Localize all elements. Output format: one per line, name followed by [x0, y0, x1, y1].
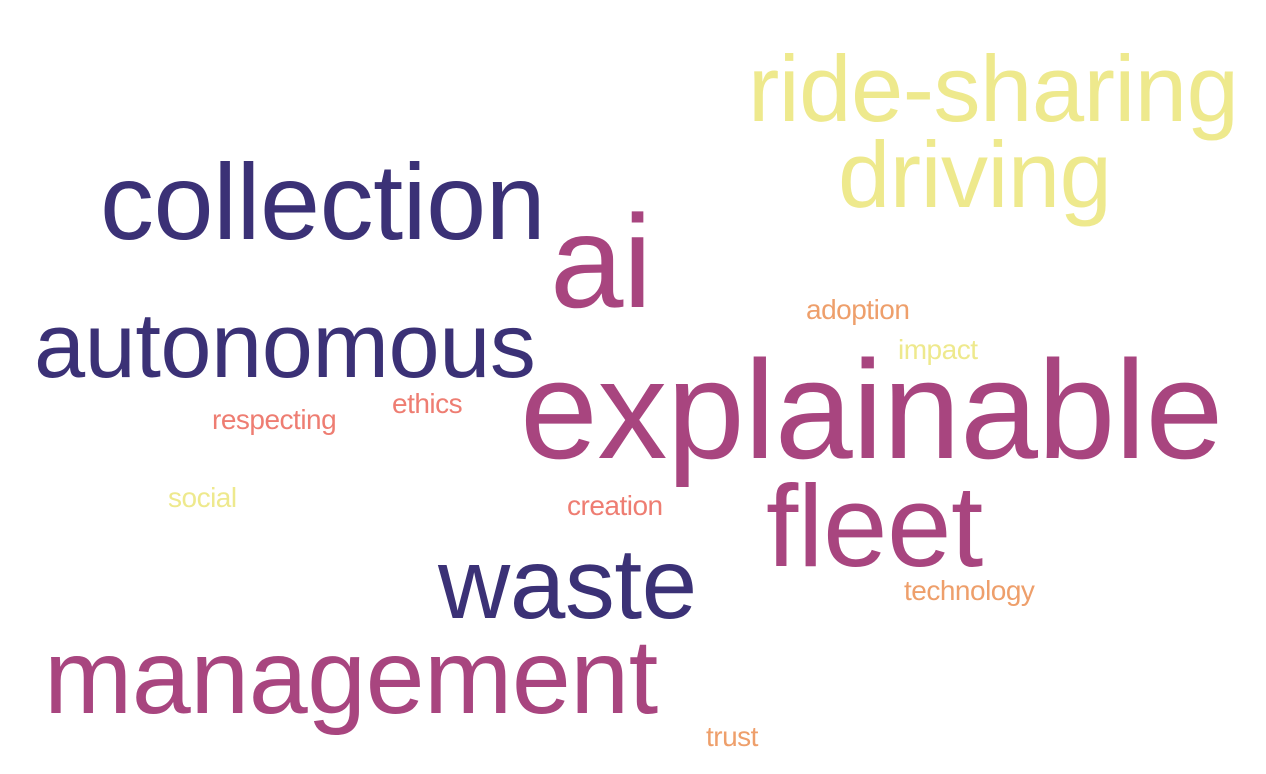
word-waste: waste [438, 528, 697, 640]
word-social: social [168, 482, 237, 513]
word-adoption: adoption [806, 294, 910, 325]
word-autonomous: autonomous [34, 295, 536, 397]
word-impact: impact [898, 334, 978, 365]
word-respecting: respecting [212, 404, 337, 435]
word-trust: trust [706, 721, 758, 752]
word-explainable: explainable [520, 331, 1223, 488]
word-driving: driving [838, 122, 1112, 227]
word-technology: technology [904, 575, 1035, 606]
word-ai: ai [550, 188, 652, 335]
word-creation: creation [567, 490, 663, 521]
word-collection: collection [100, 141, 546, 262]
word-ride-sharing: ride-sharing [748, 36, 1239, 141]
word-ethics: ethics [392, 388, 463, 419]
word-fleet: fleet [766, 461, 983, 591]
word-management: management [44, 618, 658, 736]
